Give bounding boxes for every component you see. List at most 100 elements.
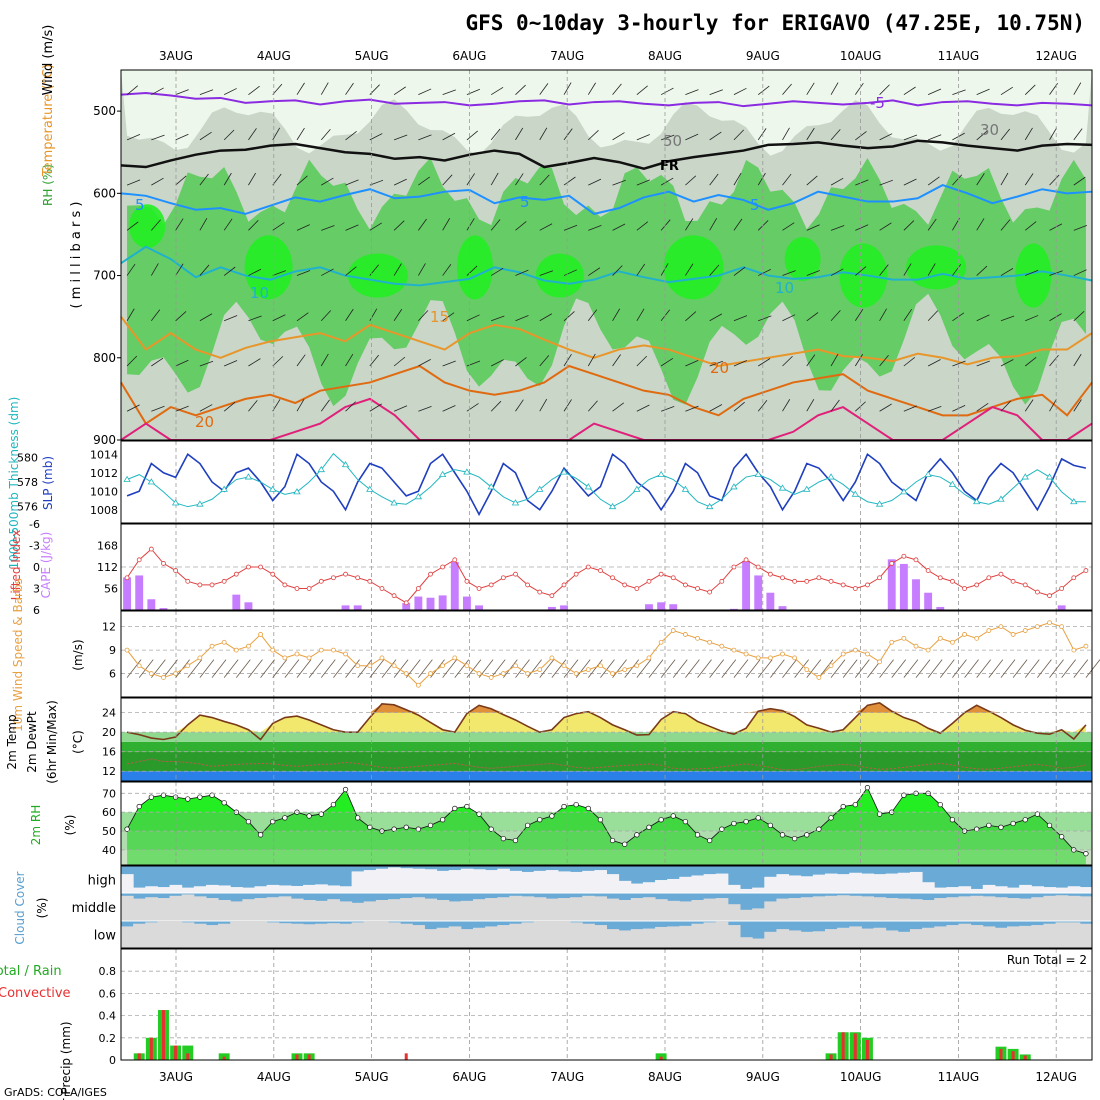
wind-barb	[879, 659, 894, 678]
cape-bar	[402, 603, 411, 610]
wind-barb	[418, 176, 430, 186]
cape-bar	[341, 605, 350, 610]
wind-barb	[830, 310, 841, 322]
panel-bg	[121, 949, 1092, 1060]
cloud-cell-middle	[582, 895, 595, 921]
rh-point	[682, 818, 689, 825]
lifted-index-point	[452, 557, 458, 563]
cloud-cell-low	[594, 925, 607, 948]
rh-point	[427, 822, 434, 829]
lifted-index-point	[670, 575, 676, 581]
cloud-cell-low	[837, 927, 850, 948]
panel-bg	[121, 611, 1092, 697]
cloud-cell-low	[351, 922, 365, 948]
wind-barb	[175, 263, 184, 276]
lifted-index-point	[658, 571, 664, 577]
wind-barb	[1024, 84, 1036, 95]
wind-barb	[903, 86, 916, 96]
wind-speed-point	[561, 663, 567, 669]
wind-speed-point	[901, 635, 907, 641]
cloud-cell-low	[181, 922, 195, 948]
wind-barb	[733, 360, 747, 367]
precip-total-bar	[182, 1045, 194, 1060]
thickness-point	[827, 473, 835, 480]
wind-barb	[1049, 313, 1062, 322]
cloud-cell-high	[472, 869, 486, 893]
wind-barb	[1049, 398, 1057, 412]
lifted-index-point	[937, 575, 943, 581]
li-tick-label: -3	[29, 540, 40, 553]
wind-barb	[879, 84, 890, 95]
cloud-cell-low	[776, 929, 790, 948]
wind-barb	[539, 223, 553, 231]
wind-barb	[1073, 224, 1088, 231]
cloud-cell-low	[375, 921, 389, 948]
cloud-cell-high	[582, 870, 595, 893]
wind-barb	[588, 225, 602, 231]
isotherm--5	[120, 92, 1093, 108]
wind-barb	[745, 659, 761, 678]
precip-total-bar	[655, 1053, 667, 1060]
wind-barb	[248, 172, 256, 186]
wind-speed-point	[889, 639, 895, 645]
wind-barb	[636, 134, 650, 141]
cloud-cell-low	[460, 929, 474, 948]
wind-barb	[393, 86, 406, 95]
wind-barb	[782, 270, 796, 276]
cloud-cell-low	[388, 922, 401, 948]
cloud-cell-middle	[788, 898, 802, 921]
lifted-index-point	[1071, 575, 1077, 581]
isotherm-20	[120, 364, 1093, 425]
li-tick-label: 0	[33, 561, 40, 574]
rh-band	[121, 831, 1092, 850]
wind10m-label: 10m Wind Speed & Barbs	[11, 578, 25, 732]
cape-bar	[924, 592, 933, 610]
rh-point	[1046, 822, 1053, 829]
thickness-tick-label: 580	[17, 451, 38, 464]
contour-label: 50	[663, 132, 682, 150]
cloud-cell-low	[630, 929, 644, 948]
lifted-index-point	[755, 564, 761, 570]
top-tick-label: 3AUG	[159, 49, 193, 63]
wind-barb	[636, 659, 652, 678]
wind-barb	[466, 314, 480, 322]
wind-barb	[199, 218, 208, 231]
cloud-cell-middle	[1007, 898, 1020, 921]
cloud-cell-middle	[715, 898, 729, 921]
top-tick-label: 10AUG	[840, 49, 882, 63]
wind-barb	[466, 403, 479, 412]
cloud-cell-middle	[873, 897, 887, 921]
rh-point	[524, 822, 531, 829]
cloud-cell-middle	[849, 895, 862, 921]
wind-barb	[806, 224, 820, 231]
wind-speed-point	[343, 651, 348, 657]
cloud-cell-low	[315, 923, 328, 948]
wind-barb	[685, 311, 697, 322]
wind-barb	[1049, 174, 1060, 186]
rh-point	[767, 822, 774, 829]
rh-point	[330, 801, 337, 808]
credit-label: GrADS: COLA/IGES	[4, 1086, 107, 1099]
temp-frame	[120, 697, 1093, 782]
thickness-point	[875, 500, 884, 507]
cloud-cell-low	[327, 923, 340, 948]
cloud-cell-middle	[254, 898, 268, 921]
bottom-tick-label: 7AUG	[550, 1070, 584, 1084]
precip-convective-bar	[1011, 1051, 1015, 1060]
lifted-index-point	[1059, 586, 1065, 591]
cloud-cell-high	[145, 886, 158, 893]
cape-tick-label: 112	[97, 561, 118, 574]
wind-barb	[612, 83, 622, 95]
wind-barb	[199, 89, 214, 96]
wind-barb	[903, 178, 917, 186]
wind-speed-point	[428, 671, 433, 676]
wind-barb	[1049, 659, 1064, 678]
cape-bar	[669, 604, 678, 610]
cape-bar	[742, 560, 751, 610]
wind-speed-point	[1059, 624, 1065, 630]
wind-barb	[976, 265, 988, 276]
cloud-cell-high	[339, 886, 353, 893]
wind-barb	[1024, 127, 1033, 141]
wind-speed-point	[294, 651, 300, 657]
temp-tick-label: 12	[102, 765, 116, 778]
